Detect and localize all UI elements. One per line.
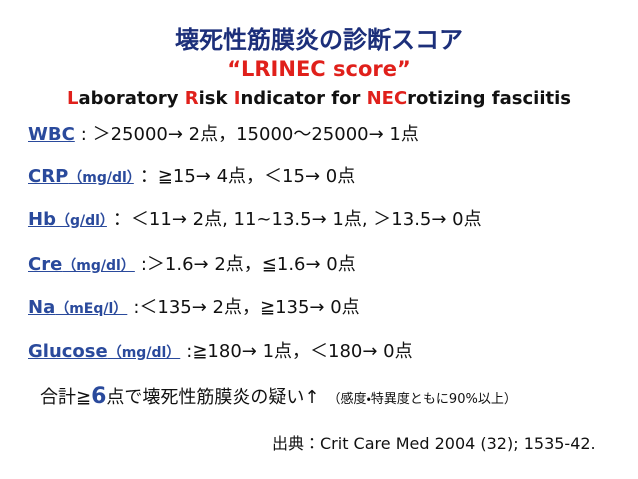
expansion-part: R bbox=[184, 88, 199, 109]
item-name: Hb bbox=[28, 209, 56, 230]
expansion-part: aboratory bbox=[78, 88, 185, 109]
item-row: CRP（mg/dl） ：≧15→ 4点，＜15→ 0点 bbox=[28, 162, 355, 188]
item-rule: :＜135→ 2点，≧135→ 0点 bbox=[133, 297, 360, 318]
item-name: Glucose bbox=[28, 341, 108, 362]
item-unit: （mg/dl） bbox=[68, 170, 134, 186]
item-rule: ：≧15→ 4点，＜15→ 0点 bbox=[139, 166, 356, 187]
item-label: CRP（mg/dl） bbox=[28, 166, 134, 187]
item-unit: （g/dl） bbox=[55, 213, 107, 229]
item-label: Hb（g/dl） bbox=[28, 209, 107, 230]
expansion-part: isk bbox=[198, 88, 234, 109]
summary-note: （感度・特異度ともに90%以上） bbox=[327, 392, 517, 407]
item-row: Na（mEq/l） :＜135→ 2点，≧135→ 0点 bbox=[28, 293, 360, 319]
item-rule: :＞1.6→ 2点，≦1.6→ 0点 bbox=[140, 254, 356, 275]
source: 出典：Crit Care Med 2004 (32); 1535-42. bbox=[272, 434, 596, 453]
subtitle: “LRINEC score” bbox=[227, 57, 411, 81]
item-row: Hb（g/dl） ：＜11→ 2点, 11~13.5→ 1点, ＞13.5→ 0点 bbox=[28, 205, 482, 231]
item-rule: ：＜11→ 2点, 11~13.5→ 1点, ＞13.5→ 0点 bbox=[112, 209, 482, 230]
item-name: CRP bbox=[28, 166, 69, 187]
summary-suffix: 点で壊死性筋膜炎の疑い↑ bbox=[106, 387, 320, 408]
item-label: Glucose（mg/dl） bbox=[28, 341, 180, 362]
item-unit: （mEq/l） bbox=[55, 301, 128, 317]
expansion-part: ndicator for bbox=[240, 88, 367, 109]
item-row: WBC: ＞25000→ 2点，15000～25000→ 1点 bbox=[28, 120, 419, 146]
summary-prefix: 合計≧ bbox=[40, 387, 92, 408]
summary-threshold: 6 bbox=[91, 384, 107, 409]
expansion-part: rotizing fasciitis bbox=[407, 88, 571, 109]
expansion-part: NEC bbox=[366, 88, 408, 109]
item-label: WBC bbox=[28, 124, 75, 145]
item-label: Na（mEq/l） bbox=[28, 297, 127, 318]
item-name: WBC bbox=[28, 124, 75, 145]
item-unit: （mg/dl） bbox=[62, 258, 135, 274]
item-rule: :≧180→ 1点，＜180→ 0点 bbox=[186, 341, 413, 362]
expansion: Laboratory Risk Indicator for NECrotizin… bbox=[0, 88, 638, 109]
item-row: Glucose（mg/dl） :≧180→ 1点，＜180→ 0点 bbox=[28, 337, 413, 363]
item-row: Cre（mg/dl）:＞1.6→ 2点，≦1.6→ 0点 bbox=[28, 250, 356, 276]
item-unit: （mg/dl） bbox=[107, 345, 181, 361]
item-name: Na bbox=[28, 297, 56, 318]
item-label: Cre（mg/dl） bbox=[28, 254, 135, 275]
item-rule: : ＞25000→ 2点，15000～25000→ 1点 bbox=[80, 124, 419, 145]
title: 壊死性筋膜炎の診断スコア bbox=[175, 26, 463, 54]
summary: 合計≧6点で壊死性筋膜炎の疑い↑ （感度・特異度ともに90%以上） bbox=[40, 383, 517, 409]
item-name: Cre bbox=[28, 254, 63, 275]
expansion-part: I bbox=[233, 88, 241, 109]
expansion-part: L bbox=[66, 88, 79, 109]
